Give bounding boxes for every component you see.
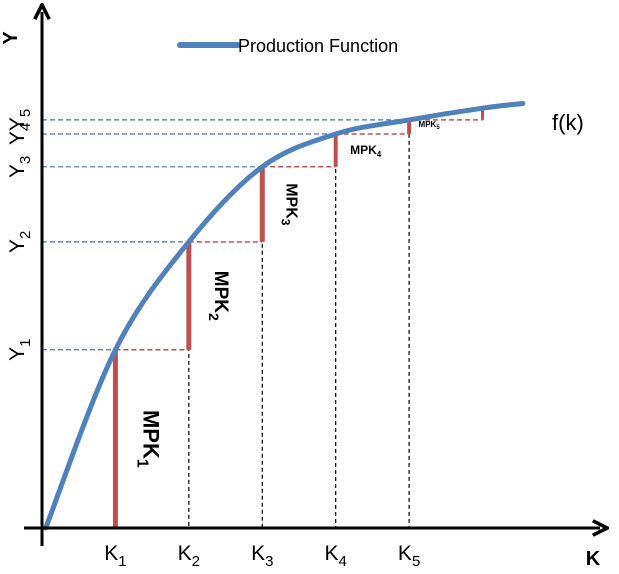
curve-label-fk: f(k): [552, 110, 584, 135]
y-label-5: Y5: [6, 109, 34, 131]
y-label-1: Y1: [6, 339, 34, 361]
axes-layer: [24, 12, 600, 546]
production-function-curve: [43, 101, 526, 531]
k-label-4: K4: [325, 542, 347, 570]
mpk-label-5: MPK5: [419, 120, 441, 131]
curve-layer: [43, 101, 526, 531]
guide-lines-layer: [42, 119, 410, 528]
x-axis-title: K: [586, 548, 601, 570]
mpk-steps-layer: [112, 108, 485, 528]
k-label-5: K5: [398, 542, 420, 570]
mpk-label-2: MPK2: [206, 271, 231, 321]
legend-label: Production Function: [238, 36, 398, 56]
y-label-4: Y4: [6, 123, 34, 145]
k-label-1: K1: [104, 542, 126, 570]
y-axis-title: Y: [0, 31, 22, 45]
legend: Production Function: [177, 36, 398, 56]
mpk-label-1: MPK1: [133, 410, 163, 468]
k-label-2: K2: [178, 542, 200, 570]
k-label-3: K3: [251, 542, 273, 570]
mpk-label-4: MPK4: [350, 143, 382, 159]
y-label-2: Y2: [6, 231, 34, 253]
y-label-3: Y3: [6, 156, 34, 178]
mpk-label-3: MPK3: [278, 183, 299, 226]
